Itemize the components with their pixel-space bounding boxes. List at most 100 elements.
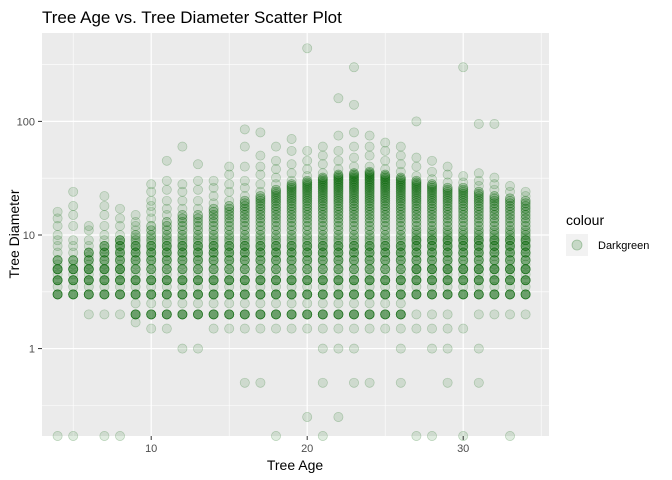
data-point	[115, 247, 125, 258]
data-point	[208, 289, 219, 300]
data-point	[177, 247, 188, 258]
data-point	[146, 247, 157, 258]
data-point	[208, 206, 219, 217]
data-point	[333, 195, 344, 206]
data-point	[255, 289, 266, 300]
data-point-outlier	[442, 309, 453, 320]
data-point	[193, 235, 203, 246]
data-point	[520, 281, 531, 292]
data-point	[333, 213, 344, 224]
data-point-outlier	[224, 195, 235, 206]
data-point	[146, 244, 157, 255]
data-point	[83, 264, 94, 275]
data-point	[286, 201, 297, 211]
data-point	[52, 264, 63, 275]
data-point-outlier	[239, 141, 250, 152]
data-point-outlier	[427, 309, 437, 320]
data-point	[255, 298, 266, 309]
data-point	[317, 247, 328, 258]
data-point	[239, 203, 250, 214]
data-point	[255, 251, 266, 262]
data-point	[177, 298, 188, 309]
data-point-outlier	[317, 141, 328, 152]
data-point	[333, 182, 344, 193]
data-point	[224, 309, 235, 320]
data-point	[146, 255, 157, 266]
data-point	[317, 221, 328, 231]
data-point	[99, 264, 110, 275]
data-point	[83, 275, 94, 286]
data-point	[224, 275, 235, 286]
data-point	[271, 191, 281, 202]
data-point	[364, 174, 375, 185]
data-point	[161, 235, 172, 246]
data-point	[130, 259, 141, 270]
data-point	[271, 201, 281, 211]
data-point	[286, 255, 297, 266]
data-point	[193, 230, 203, 240]
data-point	[68, 289, 79, 300]
data-point	[317, 188, 328, 199]
data-point	[161, 217, 172, 227]
data-point	[364, 188, 375, 199]
data-point-outlier	[130, 217, 141, 227]
data-point	[349, 247, 359, 258]
data-point	[68, 255, 79, 266]
data-point	[317, 255, 328, 266]
data-point	[333, 230, 344, 240]
data-point	[317, 235, 328, 246]
data-point	[271, 193, 281, 204]
data-point	[349, 241, 359, 251]
data-point	[427, 259, 437, 270]
data-point-outlier	[427, 166, 437, 177]
data-point	[271, 275, 281, 286]
data-point	[193, 289, 203, 300]
data-point-outlier	[99, 230, 110, 240]
data-point	[333, 235, 344, 246]
data-point	[302, 201, 313, 211]
data-point	[130, 309, 141, 320]
data-point	[286, 251, 297, 262]
data-point	[130, 255, 141, 266]
data-point	[193, 309, 203, 320]
data-point	[286, 195, 297, 206]
data-point	[68, 275, 79, 286]
data-point	[302, 289, 313, 300]
data-point	[224, 251, 235, 262]
data-point	[193, 210, 203, 220]
data-point	[302, 217, 313, 227]
data-point	[255, 309, 266, 320]
data-point-outlier	[255, 161, 266, 172]
data-point	[364, 201, 375, 211]
data-point-outlier	[130, 221, 141, 231]
data-point	[239, 309, 250, 320]
data-point-outlier	[380, 137, 391, 148]
data-point	[317, 309, 328, 320]
data-point	[83, 264, 94, 275]
data-point	[442, 227, 453, 238]
data-point	[146, 275, 157, 286]
data-point	[349, 191, 359, 202]
data-point	[317, 198, 328, 209]
data-point	[395, 281, 406, 292]
data-point	[115, 255, 125, 266]
data-point-outlier	[349, 161, 359, 172]
data-point	[208, 281, 219, 292]
data-point	[302, 289, 313, 300]
data-point	[239, 264, 250, 275]
data-point	[364, 179, 375, 190]
data-point	[286, 289, 297, 300]
data-point-outlier	[99, 191, 110, 202]
data-point	[364, 168, 375, 179]
data-point	[317, 275, 328, 286]
data-point	[271, 206, 281, 217]
data-point	[286, 181, 297, 191]
data-point	[489, 227, 500, 238]
data-point	[208, 247, 219, 258]
data-point-outlier	[99, 221, 110, 231]
data-point	[52, 289, 63, 300]
data-point	[239, 275, 250, 286]
data-point	[317, 201, 328, 211]
data-point	[271, 255, 281, 266]
data-point	[271, 206, 281, 217]
